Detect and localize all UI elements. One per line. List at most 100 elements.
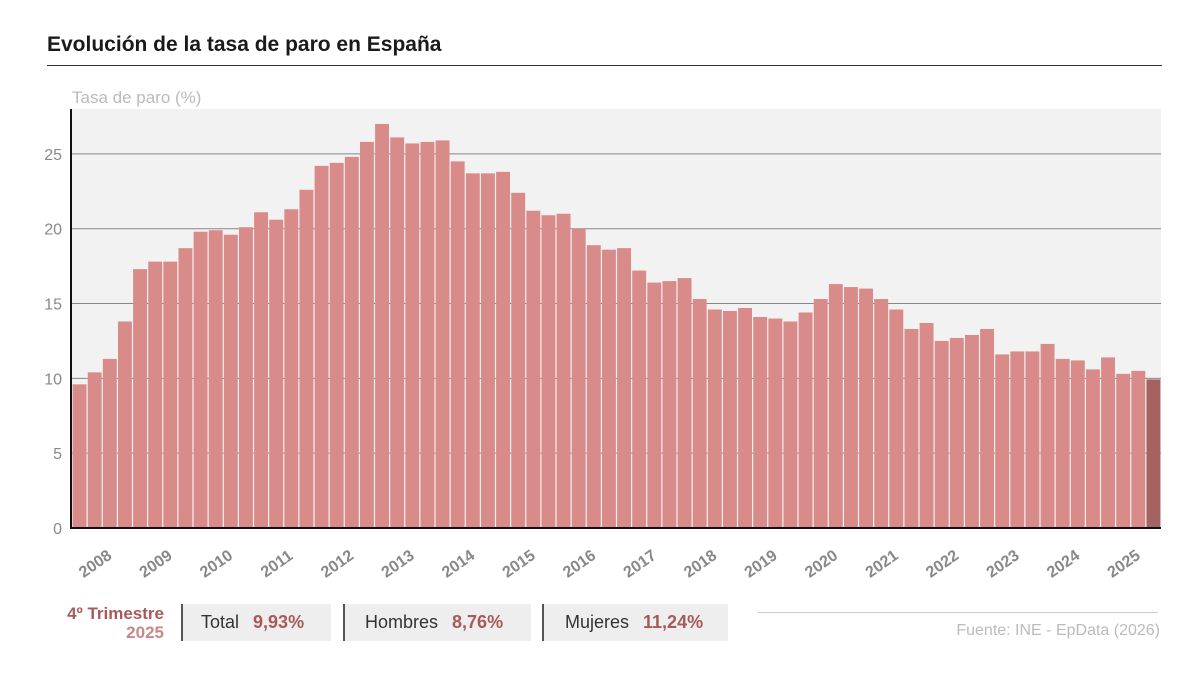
bar	[768, 318, 783, 528]
gridlines	[72, 153, 1161, 454]
bar	[647, 282, 662, 528]
bar	[420, 141, 435, 528]
bar	[980, 328, 995, 528]
summary-separator	[181, 604, 183, 641]
bar	[511, 192, 526, 529]
bar	[102, 358, 117, 528]
bar	[859, 288, 874, 528]
x-tick-label: 2015	[500, 547, 539, 581]
bar	[344, 156, 359, 528]
bar	[480, 173, 495, 528]
period-year: 2025	[126, 623, 164, 642]
bar	[329, 162, 344, 528]
bar	[1070, 360, 1085, 528]
bars	[72, 123, 1161, 529]
bar	[692, 299, 707, 528]
bar	[496, 171, 511, 528]
bar	[72, 384, 87, 528]
bar	[117, 321, 132, 528]
x-tick-label: 2008	[76, 547, 115, 581]
bar	[964, 334, 979, 528]
summary-total: Total 9,93%	[183, 604, 331, 641]
y-tick-label: 5	[53, 446, 62, 463]
bar	[934, 340, 949, 528]
bar	[1040, 343, 1055, 528]
bar	[1010, 351, 1025, 528]
total-label: Total	[201, 612, 240, 632]
bar	[178, 248, 193, 529]
bar	[390, 137, 405, 529]
x-tick-label: 2022	[923, 547, 962, 581]
bar	[1146, 379, 1161, 528]
total-value: 9,93%	[253, 612, 305, 632]
x-tick-label: 2020	[802, 547, 841, 581]
summary-period: 4º Trimestre 2025	[40, 604, 164, 642]
x-tick-label: 2012	[318, 547, 357, 581]
bar	[1025, 351, 1040, 528]
title-divider	[47, 65, 1162, 66]
bar	[617, 248, 632, 529]
source-note: Fuente: INE - EpData (2026)	[956, 622, 1160, 639]
bar	[1055, 358, 1070, 528]
summary-men: Hombres 8,76%	[345, 604, 531, 641]
bar	[359, 141, 374, 528]
y-tick-label: 25	[44, 147, 62, 164]
bar	[405, 143, 420, 529]
bar	[163, 261, 178, 528]
x-tick-label: 2024	[1044, 547, 1083, 581]
bar	[254, 212, 269, 528]
bar	[1085, 369, 1100, 528]
bar	[919, 322, 934, 528]
bar	[828, 284, 843, 528]
bar	[375, 123, 390, 528]
bar	[541, 215, 556, 528]
bar	[314, 165, 329, 528]
y-axis-label: Tasa de paro (%)	[72, 88, 201, 107]
bar	[465, 173, 480, 528]
bar	[783, 321, 798, 528]
bar	[586, 245, 601, 529]
women-label: Mujeres	[565, 612, 630, 632]
plot-background	[72, 109, 1161, 528]
bar	[904, 328, 919, 528]
y-tick-label: 20	[44, 222, 62, 239]
bar	[707, 309, 722, 528]
bar	[269, 219, 284, 528]
chart-title: Evolución de la tasa de paro en España	[47, 33, 442, 56]
bar	[843, 287, 858, 528]
x-tick-label: 2016	[560, 547, 599, 581]
x-tick-label: 2023	[984, 547, 1023, 581]
y-tick-label: 10	[44, 371, 62, 388]
bar	[798, 312, 813, 528]
y-tick-label: 15	[44, 297, 62, 314]
x-tick-labels: 2008 2009 2010 2011 2012 2013 2014 2015 2016 2017…	[76, 547, 1143, 581]
x-tick-label: 2021	[863, 547, 902, 581]
y-tick-label: 0	[53, 521, 62, 538]
y-tick-labels: 0 5 10 15 20 25	[44, 147, 62, 538]
bar	[813, 299, 828, 528]
bar	[889, 309, 904, 528]
men-value: 8,76%	[452, 612, 504, 632]
bar	[1101, 357, 1116, 528]
bar	[526, 210, 541, 528]
x-tick-label: 2010	[197, 547, 236, 581]
bar	[722, 311, 737, 528]
bar	[677, 278, 692, 528]
bar	[949, 337, 964, 528]
men-label: Hombres	[365, 612, 439, 632]
bar	[148, 261, 163, 528]
women-value: 11,24%	[643, 612, 704, 632]
x-tick-label: 2014	[439, 547, 478, 581]
summary-separator	[542, 604, 544, 641]
period-quarter: 4º Trimestre	[67, 604, 164, 623]
bar	[874, 299, 889, 528]
bar	[435, 140, 450, 529]
x-tick-label: 2011	[258, 547, 296, 581]
bar	[133, 269, 148, 528]
bar	[193, 231, 208, 528]
summary-separator	[343, 604, 345, 641]
bar	[556, 213, 571, 528]
bar	[223, 234, 238, 528]
bar	[87, 372, 102, 528]
